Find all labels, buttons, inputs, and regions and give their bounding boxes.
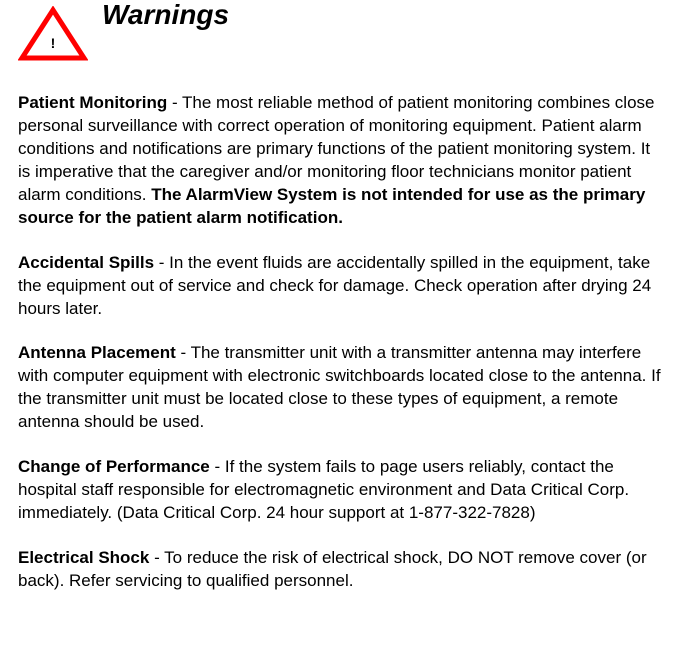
section-lead: Accidental Spills <box>18 253 154 272</box>
section-change-of-performance: Change of Performance - If the system fa… <box>18 456 667 525</box>
section-lead: Patient Monitoring <box>18 93 167 112</box>
section-lead: Change of Performance <box>18 457 210 476</box>
section-lead: Electrical Shock <box>18 548 149 567</box>
section-patient-monitoring: Patient Monitoring - The most reliable m… <box>18 92 667 230</box>
section-lead: Antenna Placement <box>18 343 176 362</box>
warning-icon-exclaim: ! <box>51 35 56 51</box>
page-title: Warnings <box>102 0 229 31</box>
section-accidental-spills: Accidental Spills - In the event fluids … <box>18 252 667 321</box>
section-electrical-shock: Electrical Shock - To reduce the risk of… <box>18 547 667 593</box>
page: ! Warnings Patient Monitoring - The most… <box>0 0 685 633</box>
warning-icon: ! <box>18 0 88 62</box>
header: ! Warnings <box>18 0 667 62</box>
section-antenna-placement: Antenna Placement - The transmitter unit… <box>18 342 667 434</box>
